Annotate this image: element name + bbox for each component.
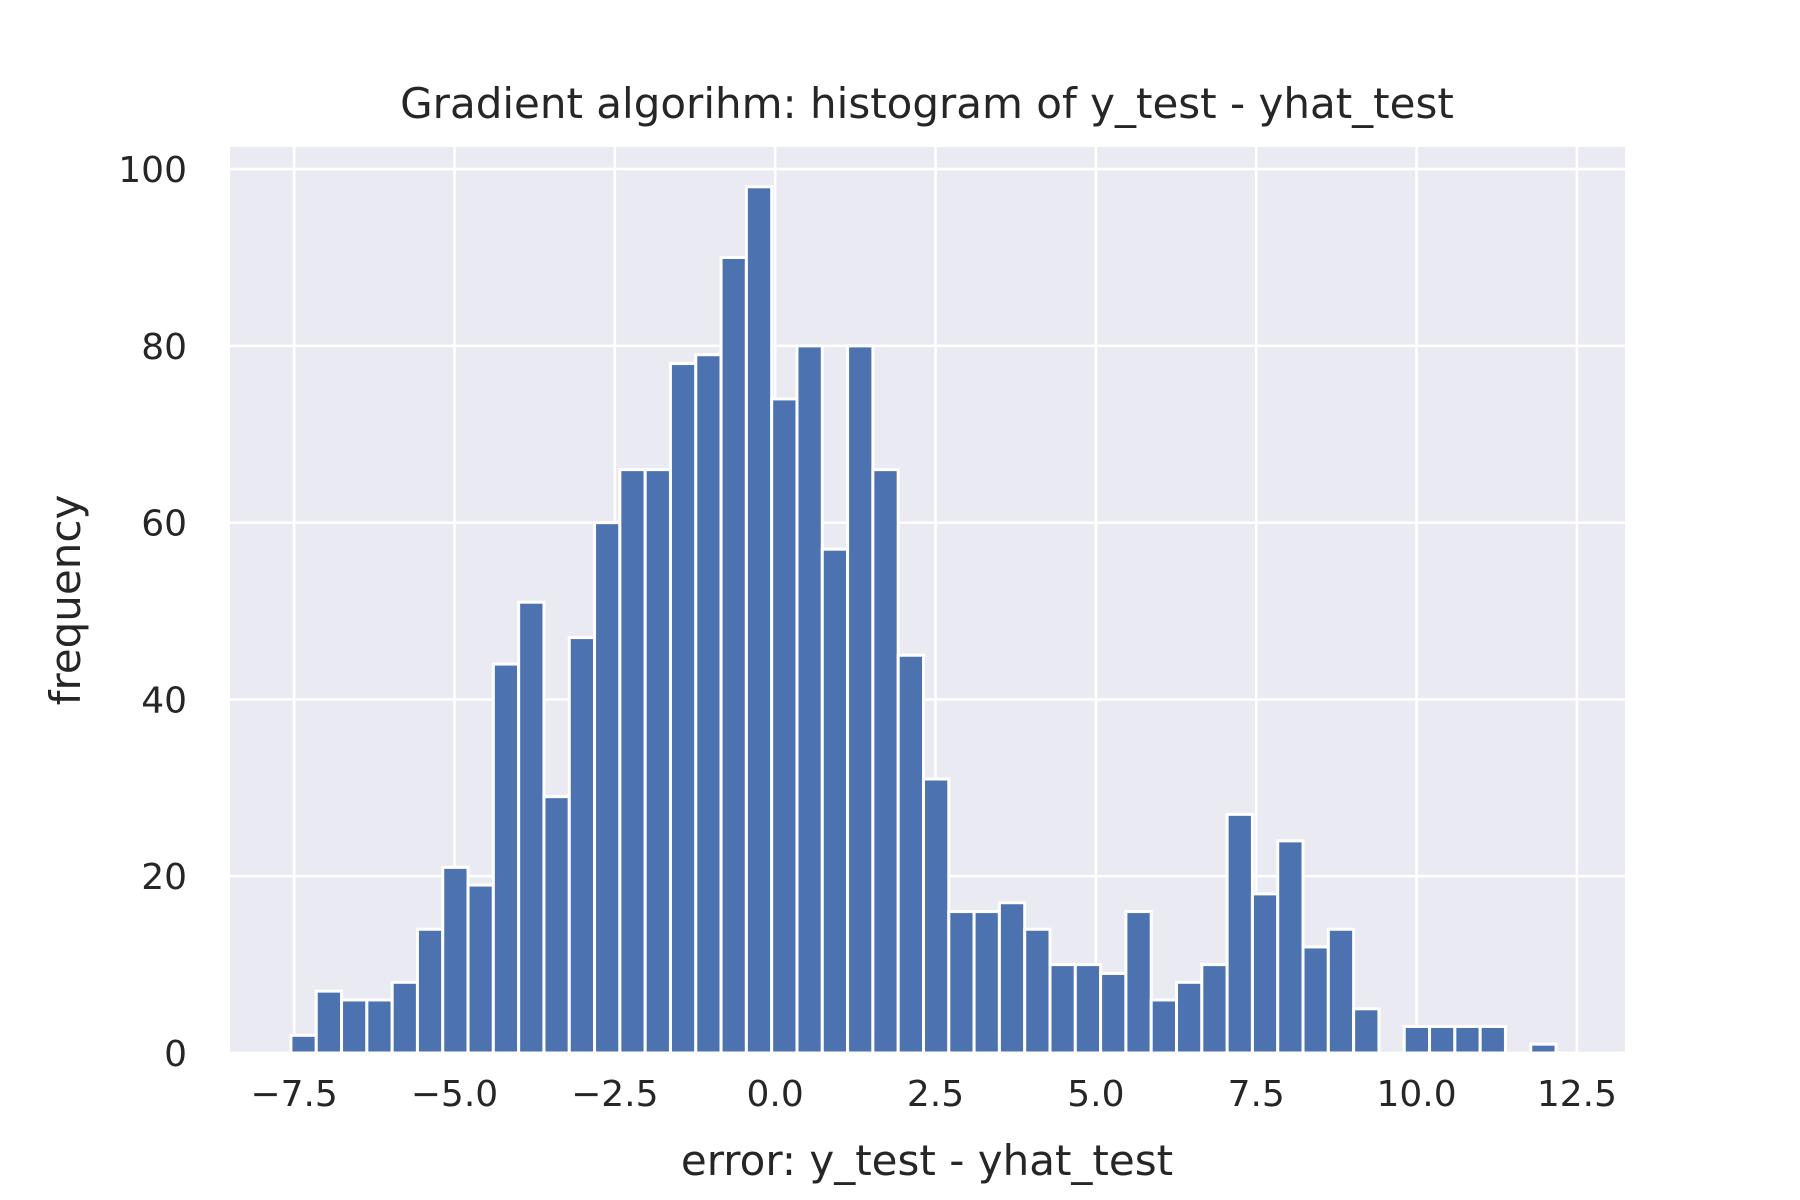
histogram-bar (820, 547, 850, 1055)
histogram-bar (491, 662, 521, 1055)
x-tick-label: −7.5 (250, 1074, 337, 1115)
chart-title: Gradient algorihm: histogram of y_test -… (400, 79, 1454, 128)
histogram-bar (694, 353, 723, 1055)
histogram-bar (997, 901, 1027, 1055)
histogram-bar (668, 362, 698, 1055)
y-tick-label: 60 (141, 504, 187, 545)
histogram-bar (441, 865, 470, 1055)
x-axis-ticks: −7.5 −5.0 −2.5 0.0 2.5 5.0 7.5 10.0 12.5 (250, 1074, 1617, 1115)
histogram-bar (1149, 998, 1179, 1055)
histogram-bar (567, 636, 597, 1055)
histogram-bar (1478, 1024, 1507, 1055)
histogram-bar (795, 344, 824, 1055)
x-tick-label: 2.5 (907, 1074, 964, 1115)
y-tick-label: 20 (141, 857, 187, 898)
histogram-bar (517, 600, 546, 1055)
histogram-bar (1073, 963, 1103, 1055)
histogram-bar (542, 795, 571, 1055)
histogram-bar (744, 185, 774, 1055)
histogram-bar (1175, 980, 1204, 1055)
x-tick-label: −5.0 (411, 1074, 498, 1115)
histogram-bar (643, 468, 672, 1055)
histogram-bar (1276, 839, 1305, 1055)
x-tick-label: 12.5 (1537, 1074, 1617, 1115)
x-tick-label: 7.5 (1228, 1074, 1285, 1115)
histogram-bar (1250, 892, 1280, 1055)
y-tick-label: 100 (118, 150, 187, 191)
histogram-bar (1529, 1042, 1558, 1055)
histogram-bar (921, 777, 951, 1055)
x-tick-label: −2.5 (571, 1074, 658, 1115)
histogram-bar (1023, 927, 1052, 1055)
histogram-bar (1200, 963, 1229, 1055)
histogram-bar (340, 998, 369, 1055)
histogram-bar (947, 910, 976, 1055)
histogram-bar (1428, 1024, 1457, 1055)
histogram-bar (1352, 1007, 1381, 1055)
histogram-bar (466, 883, 495, 1055)
histogram-bar (314, 989, 344, 1055)
histogram-bar (1453, 1024, 1482, 1055)
histogram-bar (1099, 971, 1128, 1055)
histogram-bar (972, 910, 1001, 1055)
histogram-bar (593, 521, 622, 1055)
histogram-bar (1048, 963, 1077, 1055)
histogram-bar (1124, 910, 1153, 1055)
histogram-bar (618, 468, 647, 1055)
histogram-bar (390, 980, 419, 1055)
y-axis-ticks: 0 20 40 60 80 100 (118, 150, 187, 1075)
y-axis-label: frequency (41, 495, 90, 706)
histogram-bar (1326, 927, 1356, 1055)
y-tick-label: 0 (164, 1034, 187, 1075)
histogram-bar (289, 1033, 318, 1055)
x-tick-label: 5.0 (1067, 1074, 1124, 1115)
histogram-bar (1402, 1024, 1432, 1055)
y-tick-label: 40 (141, 680, 187, 721)
x-tick-label: 10.0 (1376, 1074, 1456, 1115)
y-tick-label: 80 (141, 327, 187, 368)
histogram-bar (1301, 945, 1330, 1055)
histogram-bar (871, 468, 900, 1055)
histogram-bars (289, 185, 1558, 1055)
histogram-bar (719, 255, 748, 1055)
x-axis-label: error: y_test - yhat_test (681, 1136, 1173, 1185)
x-tick-label: 0.0 (747, 1074, 804, 1115)
histogram-bar (896, 653, 925, 1055)
histogram-bar (1225, 812, 1254, 1055)
histogram-bar (846, 344, 875, 1055)
histogram-bar (415, 927, 445, 1055)
histogram-bar (770, 397, 799, 1055)
histogram-bar (365, 998, 394, 1055)
